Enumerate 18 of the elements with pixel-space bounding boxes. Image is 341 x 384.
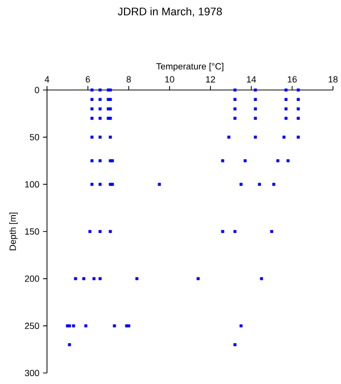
chart-title: JDRD in March, 1978	[118, 7, 222, 17]
x-tick-label: 12	[206, 76, 215, 82]
x-tick-label: 18	[328, 76, 338, 82]
x-tick-label: 4	[44, 76, 50, 82]
x-tick-label: 8	[126, 76, 131, 82]
x-tick-label: 6	[86, 76, 90, 82]
y-tick-label: 150	[25, 228, 40, 235]
y-tick-label: 300	[24, 370, 40, 376]
x-axis-title: Temperature [°C]	[156, 62, 224, 72]
y-tick-label: 0	[34, 86, 40, 94]
y-tick-label: 100	[25, 181, 40, 188]
y-tick-label: 200	[24, 275, 40, 282]
x-tick-label: 16	[288, 76, 297, 82]
y-tick-label: 250	[24, 322, 40, 330]
y-tick-label: 50	[30, 134, 40, 140]
x-tick-label: 14	[246, 76, 256, 82]
x-tick-label: 10	[165, 76, 174, 82]
y-axis-title: Depth [m]	[9, 212, 18, 250]
